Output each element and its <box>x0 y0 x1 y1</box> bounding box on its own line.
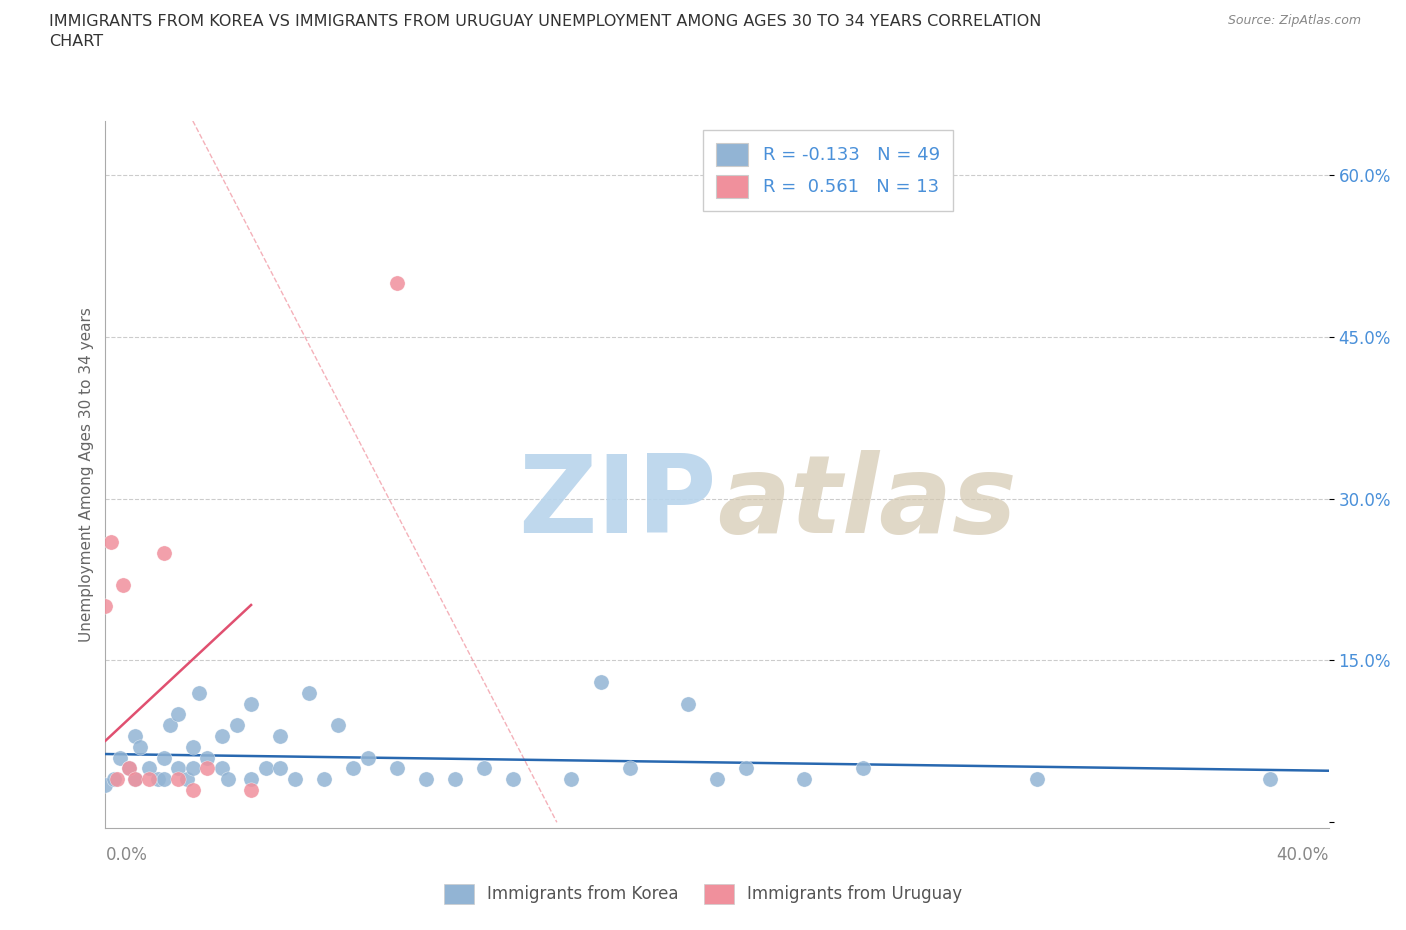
Point <box>312 772 335 787</box>
Point <box>211 761 233 776</box>
Point <box>152 751 174 765</box>
Point <box>94 599 117 614</box>
Point <box>124 728 146 743</box>
Text: CHART: CHART <box>49 34 103 49</box>
Point <box>167 772 190 787</box>
Text: atlas: atlas <box>717 449 1017 555</box>
Text: 0.0%: 0.0% <box>105 846 148 864</box>
Point <box>472 761 495 776</box>
Point <box>385 275 408 290</box>
Point <box>138 761 160 776</box>
Point <box>793 772 815 787</box>
Point <box>269 728 291 743</box>
Point <box>502 772 524 787</box>
Point <box>385 761 408 776</box>
Point <box>225 718 247 733</box>
Point <box>152 545 174 560</box>
Point <box>1260 772 1282 787</box>
Point <box>619 761 641 776</box>
Point <box>146 772 169 787</box>
Point <box>589 674 612 689</box>
Point <box>240 772 263 787</box>
Point <box>181 761 204 776</box>
Point <box>342 761 364 776</box>
Point <box>187 685 209 700</box>
Y-axis label: Unemployment Among Ages 30 to 34 years: Unemployment Among Ages 30 to 34 years <box>79 307 94 642</box>
Point <box>111 578 134 592</box>
Point <box>706 772 728 787</box>
Point <box>103 772 125 787</box>
Point <box>118 761 141 776</box>
Point <box>124 772 146 787</box>
Point <box>167 761 190 776</box>
Point <box>328 718 350 733</box>
Point <box>129 739 152 754</box>
Point <box>240 782 263 797</box>
Legend: R = -0.133   N = 49, R =  0.561   N = 13: R = -0.133 N = 49, R = 0.561 N = 13 <box>703 130 953 210</box>
Point <box>181 739 204 754</box>
Legend: Immigrants from Korea, Immigrants from Uruguay: Immigrants from Korea, Immigrants from U… <box>437 877 969 910</box>
Point <box>240 697 263 711</box>
Point <box>159 718 181 733</box>
Point <box>356 751 378 765</box>
Point <box>254 761 277 776</box>
Point <box>195 761 219 776</box>
Point <box>1026 772 1049 787</box>
Point <box>735 761 758 776</box>
Point <box>100 535 122 550</box>
Point <box>298 685 321 700</box>
Point <box>560 772 582 787</box>
Text: 40.0%: 40.0% <box>1277 846 1329 864</box>
Point <box>176 772 198 787</box>
Point <box>138 772 160 787</box>
Point <box>284 772 307 787</box>
Point <box>124 772 146 787</box>
Point <box>181 782 204 797</box>
Point <box>167 707 190 722</box>
Point <box>217 772 239 787</box>
Point <box>211 728 233 743</box>
Point <box>105 772 128 787</box>
Point <box>118 761 141 776</box>
Point <box>415 772 437 787</box>
Point <box>852 761 875 776</box>
Point <box>444 772 467 787</box>
Point <box>676 697 699 711</box>
Text: Source: ZipAtlas.com: Source: ZipAtlas.com <box>1227 14 1361 27</box>
Point <box>269 761 291 776</box>
Point <box>108 751 131 765</box>
Point <box>195 751 219 765</box>
Point <box>152 772 174 787</box>
Point <box>94 777 117 792</box>
Text: ZIP: ZIP <box>519 449 717 555</box>
Text: IMMIGRANTS FROM KOREA VS IMMIGRANTS FROM URUGUAY UNEMPLOYMENT AMONG AGES 30 TO 3: IMMIGRANTS FROM KOREA VS IMMIGRANTS FROM… <box>49 14 1042 29</box>
